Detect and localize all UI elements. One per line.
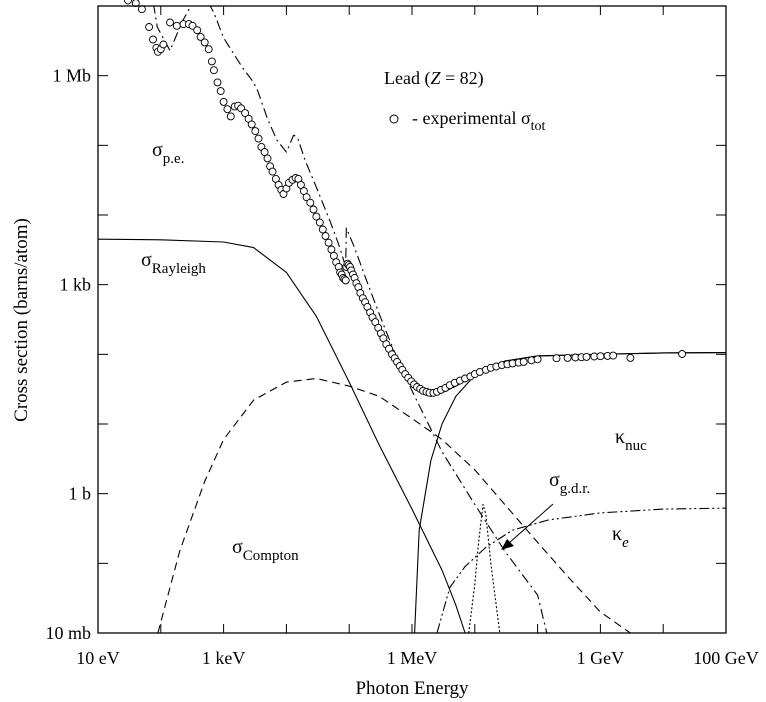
experimental-point (312, 212, 321, 221)
series-label-knuc: κnuc (615, 426, 647, 454)
experimental-point (582, 352, 591, 361)
experimental-point (519, 357, 528, 366)
experimental-point (260, 148, 269, 157)
series-curve-4 (436, 507, 726, 633)
experimental-point (254, 134, 263, 143)
experimental-point (193, 26, 202, 35)
series-label-pe: σp.e. (152, 139, 184, 167)
experimental-point (166, 18, 174, 27)
experimental-point (563, 353, 572, 362)
experimental-point (318, 225, 327, 234)
x-tick-label: 1 GeV (577, 648, 625, 668)
experimental-point (188, 21, 197, 30)
experimental-point (172, 21, 181, 30)
experimental-point (324, 238, 333, 247)
y-tick-label: 10 mb (45, 623, 91, 643)
x-tick-label: 1 MeV (387, 648, 438, 668)
experimental-point (145, 23, 154, 31)
experimental-point (216, 87, 225, 96)
x-tick-label: 100 GeV (693, 648, 759, 668)
experimental-point (223, 105, 232, 114)
experimental-point (204, 45, 213, 54)
plot-frame (97, 5, 727, 634)
experimental-markers-layer (124, 0, 687, 397)
experimental-point (609, 351, 618, 360)
experimental-point (226, 112, 235, 121)
experimental-point (213, 78, 222, 87)
experimental-point (209, 66, 218, 75)
experimental-point (196, 32, 205, 41)
gdr-arrow (501, 503, 554, 550)
x-tick-label: 1 keV (202, 648, 246, 668)
experimental-point (678, 350, 687, 358)
series-curve-0 (153, 6, 548, 633)
legend-marker (389, 114, 399, 124)
legend-marker-label: - experimental σtot (412, 108, 546, 134)
series-curve-5 (468, 503, 501, 633)
experimental-point (137, 5, 146, 14)
experimental-point (296, 180, 305, 189)
experimental-point (207, 57, 216, 66)
series-curve-1 (98, 238, 466, 633)
experimental-point (247, 120, 256, 129)
x-tick-label: 10 eV (76, 648, 120, 668)
curves-layer (98, 6, 726, 633)
experimental-point (268, 167, 277, 176)
experimental-point (159, 40, 168, 49)
experimental-point (321, 232, 330, 240)
series-label-ke: κe (612, 523, 629, 551)
y-axis-label: Cross section (barns/atom) (11, 218, 32, 422)
experimental-point (596, 352, 605, 361)
labels-layer: Photon Energy Cross section (barns/atom)… (11, 68, 647, 699)
experimental-point (552, 354, 561, 363)
y-tick-label: 1 kb (60, 275, 92, 295)
experimental-point (306, 198, 315, 207)
experimental-point (124, 0, 132, 5)
series-curve-2 (157, 377, 631, 633)
experimental-point (219, 97, 228, 106)
experimental-point (241, 109, 250, 118)
y-tick-label: 1 Mb (52, 66, 91, 86)
x-axis-label: Photon Energy (355, 678, 469, 699)
experimental-point (533, 355, 542, 364)
series-label-compton: σCompton (232, 536, 299, 564)
experimental-point (200, 38, 209, 47)
legend-title: Lead (Z = 82) (384, 68, 484, 89)
experimental-point (329, 251, 338, 260)
experimental-point (309, 205, 318, 214)
series-label-rayleigh: σRayleigh (141, 249, 206, 277)
experimental-point (149, 35, 157, 44)
series-label-gdr: σg.d.r. (549, 469, 590, 497)
experimental-point (315, 218, 324, 227)
y-tick-label: 1 b (69, 484, 92, 504)
experimental-point (341, 276, 350, 285)
experimental-point (626, 353, 635, 362)
legend: Lead (Z = 82) - experimental σtot (384, 68, 546, 134)
axes-layer (97, 5, 727, 634)
experimental-point (263, 154, 272, 163)
experimental-point (251, 127, 260, 136)
ticks-layer: 10 eV 1 keV 1 MeV 1 GeV 100 GeV 10 mb 1 b 1 kb 1… (45, 5, 759, 668)
experimental-point (302, 193, 311, 202)
